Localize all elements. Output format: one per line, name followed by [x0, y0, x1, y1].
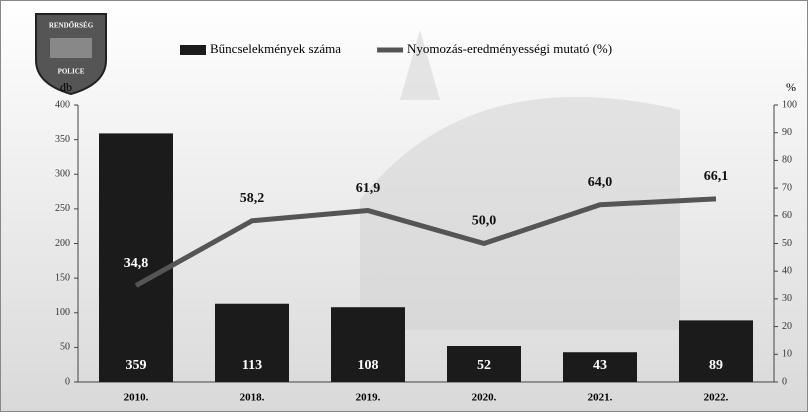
y2-tick-label: 100: [782, 99, 797, 110]
bar-value-label: 113: [242, 358, 262, 373]
y-tick-label: 400: [55, 99, 70, 110]
y2-tick-label: 90: [782, 127, 792, 138]
bar-value-label: 89: [709, 358, 723, 373]
x-tick-label: 2021.: [588, 392, 613, 404]
y2-tick-label: 70: [782, 182, 792, 193]
y2-tick-label: 50: [782, 238, 792, 249]
logo: RENDŐRSÉG POLICE: [35, 13, 107, 96]
line-value-label: 61,9: [356, 181, 381, 196]
y-tick-label: 250: [55, 203, 70, 214]
logo-bottom-text: POLICE: [58, 68, 85, 76]
y2-tick-label: 10: [782, 349, 792, 360]
y-tick-label: 150: [55, 272, 70, 283]
y2-axis-label: %: [786, 80, 796, 94]
bar: [215, 303, 289, 382]
line-value-label: 64,0: [588, 175, 613, 190]
y-tick-label: 300: [55, 169, 70, 180]
bar: [679, 320, 753, 382]
bar-value-label: 108: [358, 358, 379, 373]
bar: [447, 345, 521, 382]
logo-top-text: RENDŐRSÉG: [49, 22, 94, 30]
logo-emblem: [50, 38, 92, 58]
x-tick-label: 2022.: [704, 392, 729, 404]
x-tick-label: 2019.: [356, 392, 381, 404]
y-axis-label: db: [60, 80, 72, 94]
y-tick-label: 0: [65, 376, 70, 387]
bar-value-label: 43: [593, 358, 607, 373]
background-building: [360, 30, 680, 330]
y-tick-label: 50: [60, 342, 70, 353]
x-tick-label: 2010.: [124, 392, 149, 404]
legend-label: Bűncselekmények száma: [210, 41, 341, 56]
bar-value-label: 52: [477, 358, 491, 373]
line-value-label: 66,1: [704, 169, 729, 184]
y2-tick-label: 40: [782, 265, 792, 276]
y-tick-label: 200: [55, 238, 70, 249]
bar: [99, 133, 173, 382]
y2-tick-label: 20: [782, 321, 792, 332]
bar-value-label: 359: [126, 358, 147, 373]
line-value-label: 58,2: [240, 191, 265, 206]
line-value-label: 34,8: [124, 256, 149, 271]
legend-swatch: [180, 45, 206, 55]
bar: [331, 307, 405, 382]
bar: [563, 352, 637, 382]
y2-tick-label: 30: [782, 293, 792, 304]
line: [134, 196, 717, 288]
x-tick-label: 2018.: [240, 392, 265, 404]
y-tick-label: 100: [55, 307, 70, 318]
line-value-label: 50,0: [472, 214, 497, 229]
legend-label: Nyomozás-eredményességi mutató (%): [407, 41, 612, 56]
x-tick-label: 2020.: [472, 392, 497, 404]
y2-tick-label: 0: [782, 376, 787, 387]
y-tick-label: 350: [55, 134, 70, 145]
y2-tick-label: 60: [782, 210, 792, 221]
y2-tick-label: 80: [782, 155, 792, 166]
